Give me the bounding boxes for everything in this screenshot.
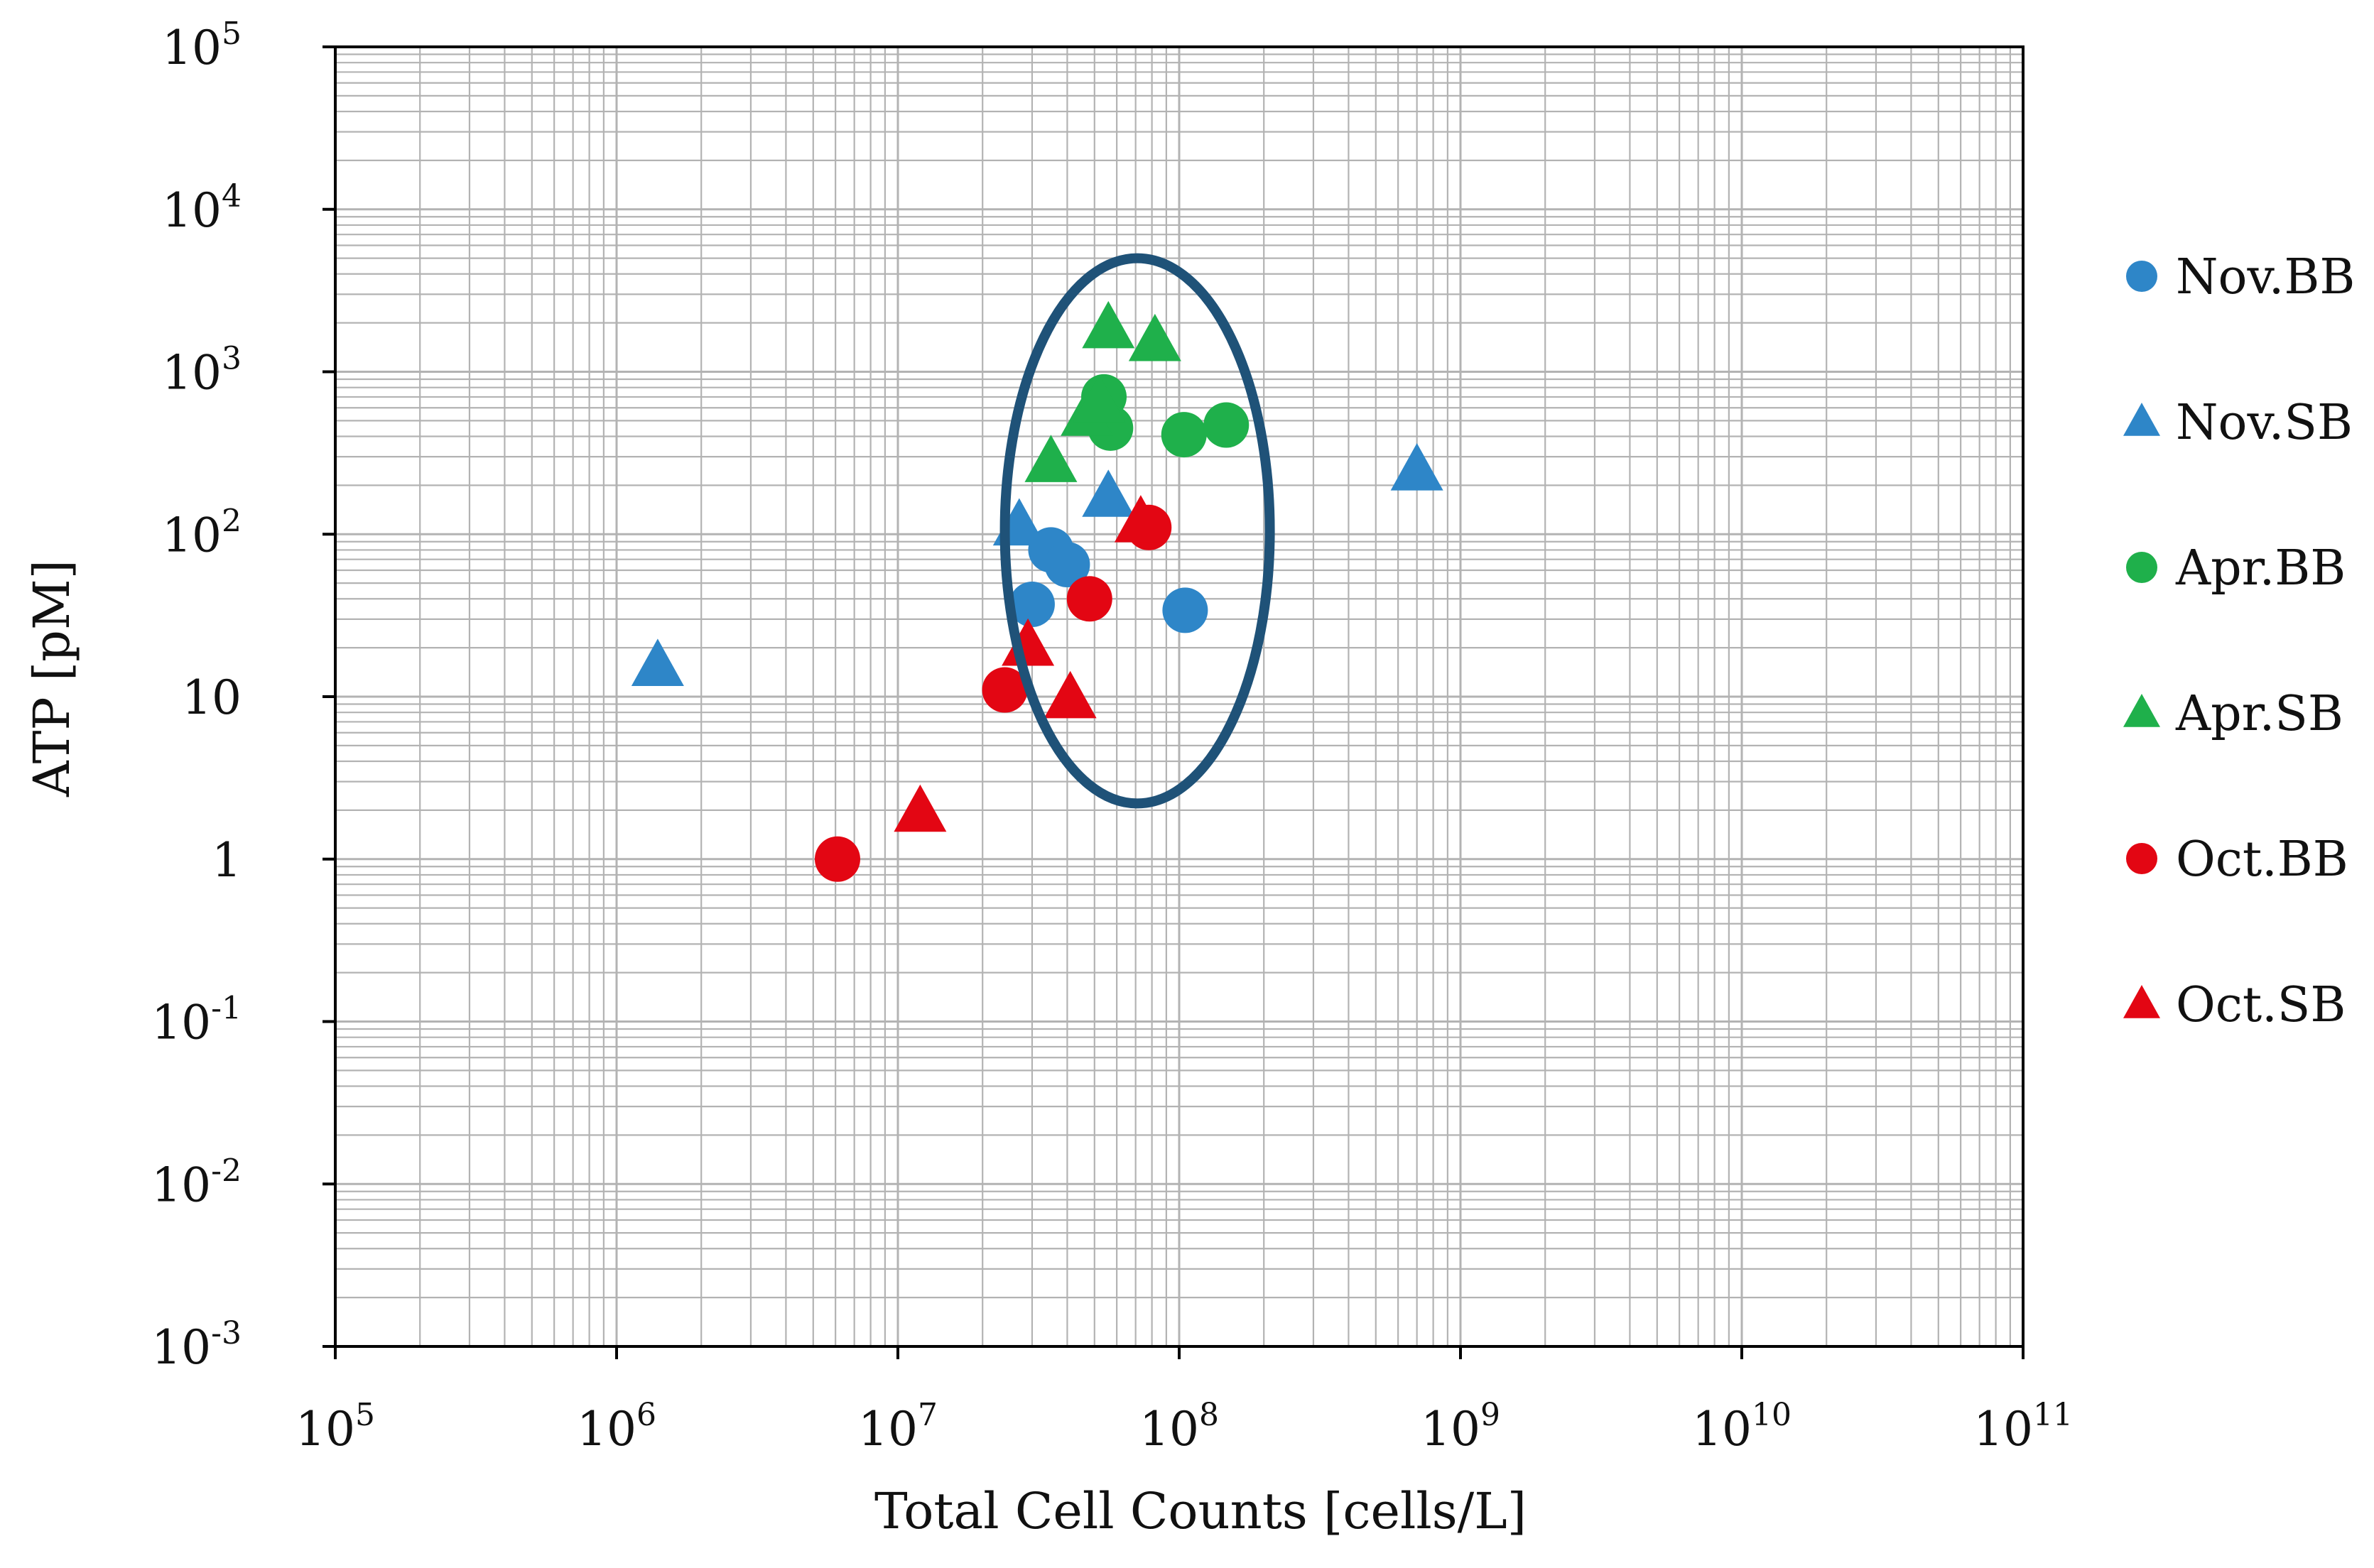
y-axis-title: ATP [pM]	[23, 560, 81, 797]
y-tick-label: 104	[162, 178, 242, 238]
y-tick-exponent: 5	[222, 16, 242, 52]
y-tick-label: 103	[162, 341, 242, 401]
legend-label-oct-bb: Oct.BB	[2176, 832, 2348, 888]
grid-layer	[334, 47, 2023, 1348]
x-tick-label: 108	[1139, 1397, 1219, 1457]
legend-marker-oct-sb	[2123, 984, 2160, 1018]
x-tick-base: 10	[1421, 1402, 1480, 1457]
legend-label-apr-bb: Apr.BB	[2175, 540, 2346, 597]
legend-marker-apr-bb	[2126, 552, 2157, 583]
y-tick-base: 10	[162, 21, 222, 75]
x-tick-exponent: 5	[355, 1397, 375, 1433]
x-tick-exponent: 10	[1752, 1397, 1792, 1433]
y-tick-label: 105	[162, 16, 242, 75]
point-nov-bb	[1044, 542, 1090, 588]
x-tick-exponent: 6	[636, 1397, 656, 1433]
legend-item-nov-sb: Nov.SB	[2123, 395, 2353, 451]
x-tick-exponent: 8	[1199, 1397, 1219, 1433]
y-tick-base: 10	[151, 1158, 211, 1212]
y-tick-label: 102	[162, 503, 242, 562]
y-tick-base: 1	[212, 833, 242, 888]
point-apr-sb	[1128, 313, 1181, 361]
y-tick-exponent: -1	[211, 991, 242, 1027]
axis-layer	[323, 45, 2025, 1359]
y-tick-base: 10	[151, 996, 211, 1050]
point-nov-sb	[631, 638, 684, 687]
y-tick-label: 10	[182, 670, 242, 725]
legend-item-apr-sb: Apr.SB	[2123, 686, 2343, 742]
tick-labels: 105 106 107 108 109 1010 101110-310-210-111010…	[151, 16, 2073, 1457]
point-apr-bb	[1203, 402, 1250, 448]
point-nov-sb	[1082, 469, 1135, 517]
x-tick-base: 10	[1692, 1402, 1752, 1457]
y-tick-base: 10	[182, 670, 242, 725]
x-tick-exponent: 7	[918, 1397, 938, 1433]
point-oct-bb	[814, 836, 860, 882]
y-tick-exponent: -3	[211, 1315, 242, 1351]
point-oct-sb	[1114, 495, 1167, 543]
point-oct-sb	[1044, 670, 1097, 719]
point-oct-sb	[894, 784, 947, 832]
point-apr-sb	[1024, 435, 1078, 482]
legend: Nov.BB Nov.SB Apr.BB Apr.SB Oct.BB Oct.SB	[2123, 249, 2355, 1033]
x-tick-base: 10	[1973, 1402, 2033, 1457]
legend-marker-oct-bb	[2126, 843, 2157, 874]
legend-item-apr-bb: Apr.BB	[2126, 540, 2346, 597]
x-tick-base: 10	[296, 1402, 355, 1457]
point-oct-bb	[1066, 576, 1112, 622]
y-tick-label: 10-1	[151, 991, 242, 1050]
y-tick-label: 1	[212, 833, 242, 888]
point-apr-sb	[1082, 300, 1135, 349]
data-points	[631, 300, 1443, 882]
x-tick-label: 109	[1421, 1397, 1500, 1457]
x-tick-exponent: 9	[1480, 1397, 1500, 1433]
legend-label-apr-sb: Apr.SB	[2175, 686, 2343, 742]
legend-marker-apr-sb	[2123, 693, 2160, 727]
point-oct-bb	[982, 667, 1028, 713]
x-tick-label: 1010	[1692, 1397, 1792, 1457]
legend-marker-nov-bb	[2126, 261, 2157, 292]
x-tick-label: 106	[577, 1397, 656, 1457]
y-tick-label: 10-2	[151, 1153, 242, 1212]
x-tick-base: 10	[858, 1402, 918, 1457]
x-tick-label: 107	[858, 1397, 938, 1457]
y-tick-exponent: 3	[222, 341, 242, 377]
x-tick-label: 1011	[1973, 1397, 2073, 1457]
x-tick-base: 10	[1139, 1402, 1199, 1457]
legend-label-oct-sb: Oct.SB	[2176, 977, 2346, 1033]
x-axis-title: Total Cell Counts [cells/L]	[874, 1482, 1527, 1540]
legend-label-nov-bb: Nov.BB	[2176, 249, 2355, 305]
y-tick-base: 10	[162, 346, 222, 401]
y-tick-base: 10	[162, 508, 222, 562]
point-apr-bb	[1161, 412, 1207, 458]
point-nov-bb	[1009, 582, 1055, 628]
x-tick-exponent: 11	[2033, 1397, 2073, 1433]
x-tick-label: 105	[296, 1397, 375, 1457]
x-tick-base: 10	[577, 1402, 636, 1457]
legend-item-oct-bb: Oct.BB	[2126, 832, 2348, 888]
legend-label-nov-sb: Nov.SB	[2176, 395, 2353, 451]
legend-item-nov-bb: Nov.BB	[2126, 249, 2355, 305]
point-nov-sb	[1390, 442, 1443, 491]
y-tick-base: 10	[162, 183, 222, 238]
y-tick-base: 10	[151, 1320, 211, 1375]
legend-item-oct-sb: Oct.SB	[2123, 977, 2346, 1033]
y-tick-exponent: 4	[222, 178, 242, 214]
legend-marker-nov-sb	[2123, 402, 2160, 436]
y-tick-exponent: -2	[211, 1153, 242, 1189]
y-tick-label: 10-3	[151, 1315, 242, 1375]
annotation-layer	[999, 253, 1275, 809]
y-tick-exponent: 2	[222, 503, 242, 539]
highlight-ellipse	[999, 253, 1275, 809]
point-nov-bb	[1162, 587, 1208, 633]
point-apr-sb	[1073, 375, 1126, 423]
